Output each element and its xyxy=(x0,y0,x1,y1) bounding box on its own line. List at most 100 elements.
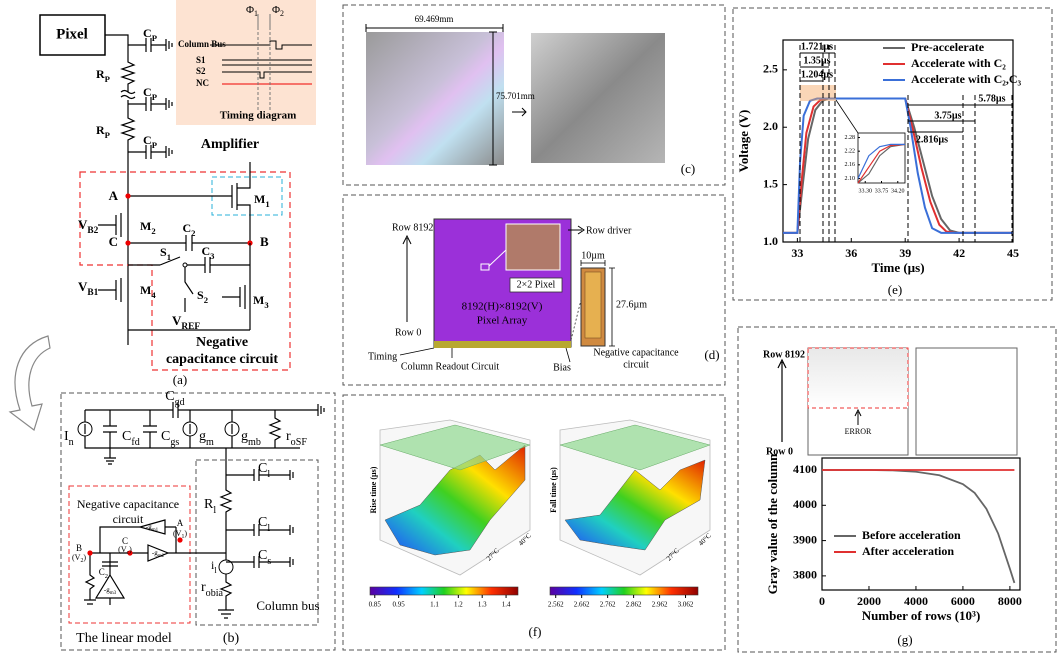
label: CP xyxy=(143,85,158,102)
text-part: P xyxy=(105,130,111,140)
text-part: gs xyxy=(170,437,179,448)
text-part: l xyxy=(213,505,216,516)
text-part: C xyxy=(258,461,267,476)
text-part: C xyxy=(165,389,174,404)
label: Rise time (µs) xyxy=(369,466,378,513)
colorbar-label: 1.1 xyxy=(430,601,439,609)
x-tick-label: 33.30 xyxy=(858,188,872,194)
label: Row 0 xyxy=(395,327,421,338)
label: Bias xyxy=(553,362,571,373)
label: 27.6µm xyxy=(616,299,647,310)
label: Negative capacitance xyxy=(77,497,179,511)
text-part: obia xyxy=(206,588,224,599)
label: (c) xyxy=(681,161,695,176)
label: Cl xyxy=(258,461,270,480)
label: VB2 xyxy=(78,217,99,236)
colorbar-label: 2.862 xyxy=(626,601,642,609)
transistor xyxy=(222,285,245,309)
pixel-zoom xyxy=(506,224,560,270)
colorbar-label: 0.95 xyxy=(393,601,406,609)
frame-after xyxy=(916,348,1017,455)
text-part: m2 xyxy=(158,553,165,559)
dimension-line xyxy=(366,24,503,32)
row-arrow xyxy=(403,236,411,322)
label: Fall time (µs) xyxy=(549,467,558,513)
switch-contact xyxy=(183,263,187,267)
x-tick-label: 39 xyxy=(899,246,911,260)
captured-image xyxy=(531,33,665,163)
wire xyxy=(128,235,250,251)
rise-highlight xyxy=(800,85,836,101)
text-part: Φ xyxy=(246,4,254,16)
text-part: (V xyxy=(118,545,127,554)
wire xyxy=(85,402,324,418)
label: 75.701mm xyxy=(496,91,535,101)
text-part: m3 xyxy=(110,590,117,596)
annotation: 1.204µs xyxy=(801,69,833,80)
label: (a) xyxy=(173,372,187,387)
text-part: 1 xyxy=(254,9,258,18)
text-part: Φ xyxy=(272,4,280,16)
label: CP xyxy=(143,26,158,43)
text-part: fd xyxy=(131,437,139,448)
text-part: P xyxy=(152,92,158,102)
text-part: 2 xyxy=(151,226,155,236)
text-part: l xyxy=(214,565,217,575)
annotation: 3.75µs xyxy=(934,110,961,121)
label: Time (µs) xyxy=(871,260,924,275)
label: Cfd xyxy=(122,429,140,448)
text-part: gd xyxy=(175,397,185,408)
label: circuit xyxy=(623,359,649,370)
y-tick-label: 4000 xyxy=(793,497,817,511)
label: C2 xyxy=(99,567,108,580)
label: gm xyxy=(199,429,214,448)
capacitor xyxy=(128,145,172,159)
y-tick-label: 2.16 xyxy=(845,162,856,168)
text-part: REF xyxy=(181,322,200,332)
label: 2×2 Pixel xyxy=(517,279,556,290)
label: (f) xyxy=(529,624,542,639)
colorbar xyxy=(550,587,698,595)
row-arrow xyxy=(778,360,786,442)
label: RP xyxy=(96,67,111,84)
text-part: s xyxy=(267,556,271,567)
label: S1 xyxy=(160,245,171,262)
text-part: (V xyxy=(72,553,81,562)
text-part: l xyxy=(267,469,270,480)
label: Number of rows (10³) xyxy=(862,608,981,623)
x-tick-label: 6000 xyxy=(951,594,975,608)
text-part: n xyxy=(69,437,74,448)
text-part: l xyxy=(267,523,270,534)
y-tick-label: 2.0 xyxy=(763,119,778,133)
label: Cl xyxy=(258,515,270,534)
y-tick-label: 2.5 xyxy=(763,62,778,76)
x-tick-label: 45 xyxy=(1007,246,1019,260)
flow-arrow xyxy=(512,108,526,116)
label: Column bus xyxy=(256,598,319,613)
text-part: (V xyxy=(173,529,182,538)
text-part: 3 xyxy=(210,251,215,261)
annotation: 5.78µs xyxy=(978,93,1005,104)
colorbar-label: 0.85 xyxy=(369,601,382,609)
text-part: C xyxy=(143,26,152,40)
node-dot xyxy=(87,550,92,555)
text-part: M xyxy=(140,219,151,233)
text-part: R xyxy=(96,123,105,137)
y-tick-label: 3900 xyxy=(793,532,817,546)
text-part: 4 xyxy=(151,290,156,300)
label: A xyxy=(109,188,119,203)
text-part: C xyxy=(258,515,267,530)
label: Row driver xyxy=(586,225,632,236)
label: (b) xyxy=(223,631,240,646)
label: C2 xyxy=(183,221,196,238)
label: S1 xyxy=(196,55,206,65)
text-part: P xyxy=(152,140,158,150)
label: S2 xyxy=(197,288,208,305)
capacitor xyxy=(128,38,172,52)
text-part: ) xyxy=(184,529,187,538)
text-part: g xyxy=(241,429,248,444)
colorbar-label: 2.962 xyxy=(652,601,668,609)
text-part: C xyxy=(258,548,267,563)
y-tick-label: 2.28 xyxy=(845,135,856,141)
nc-layout-core xyxy=(585,272,601,338)
